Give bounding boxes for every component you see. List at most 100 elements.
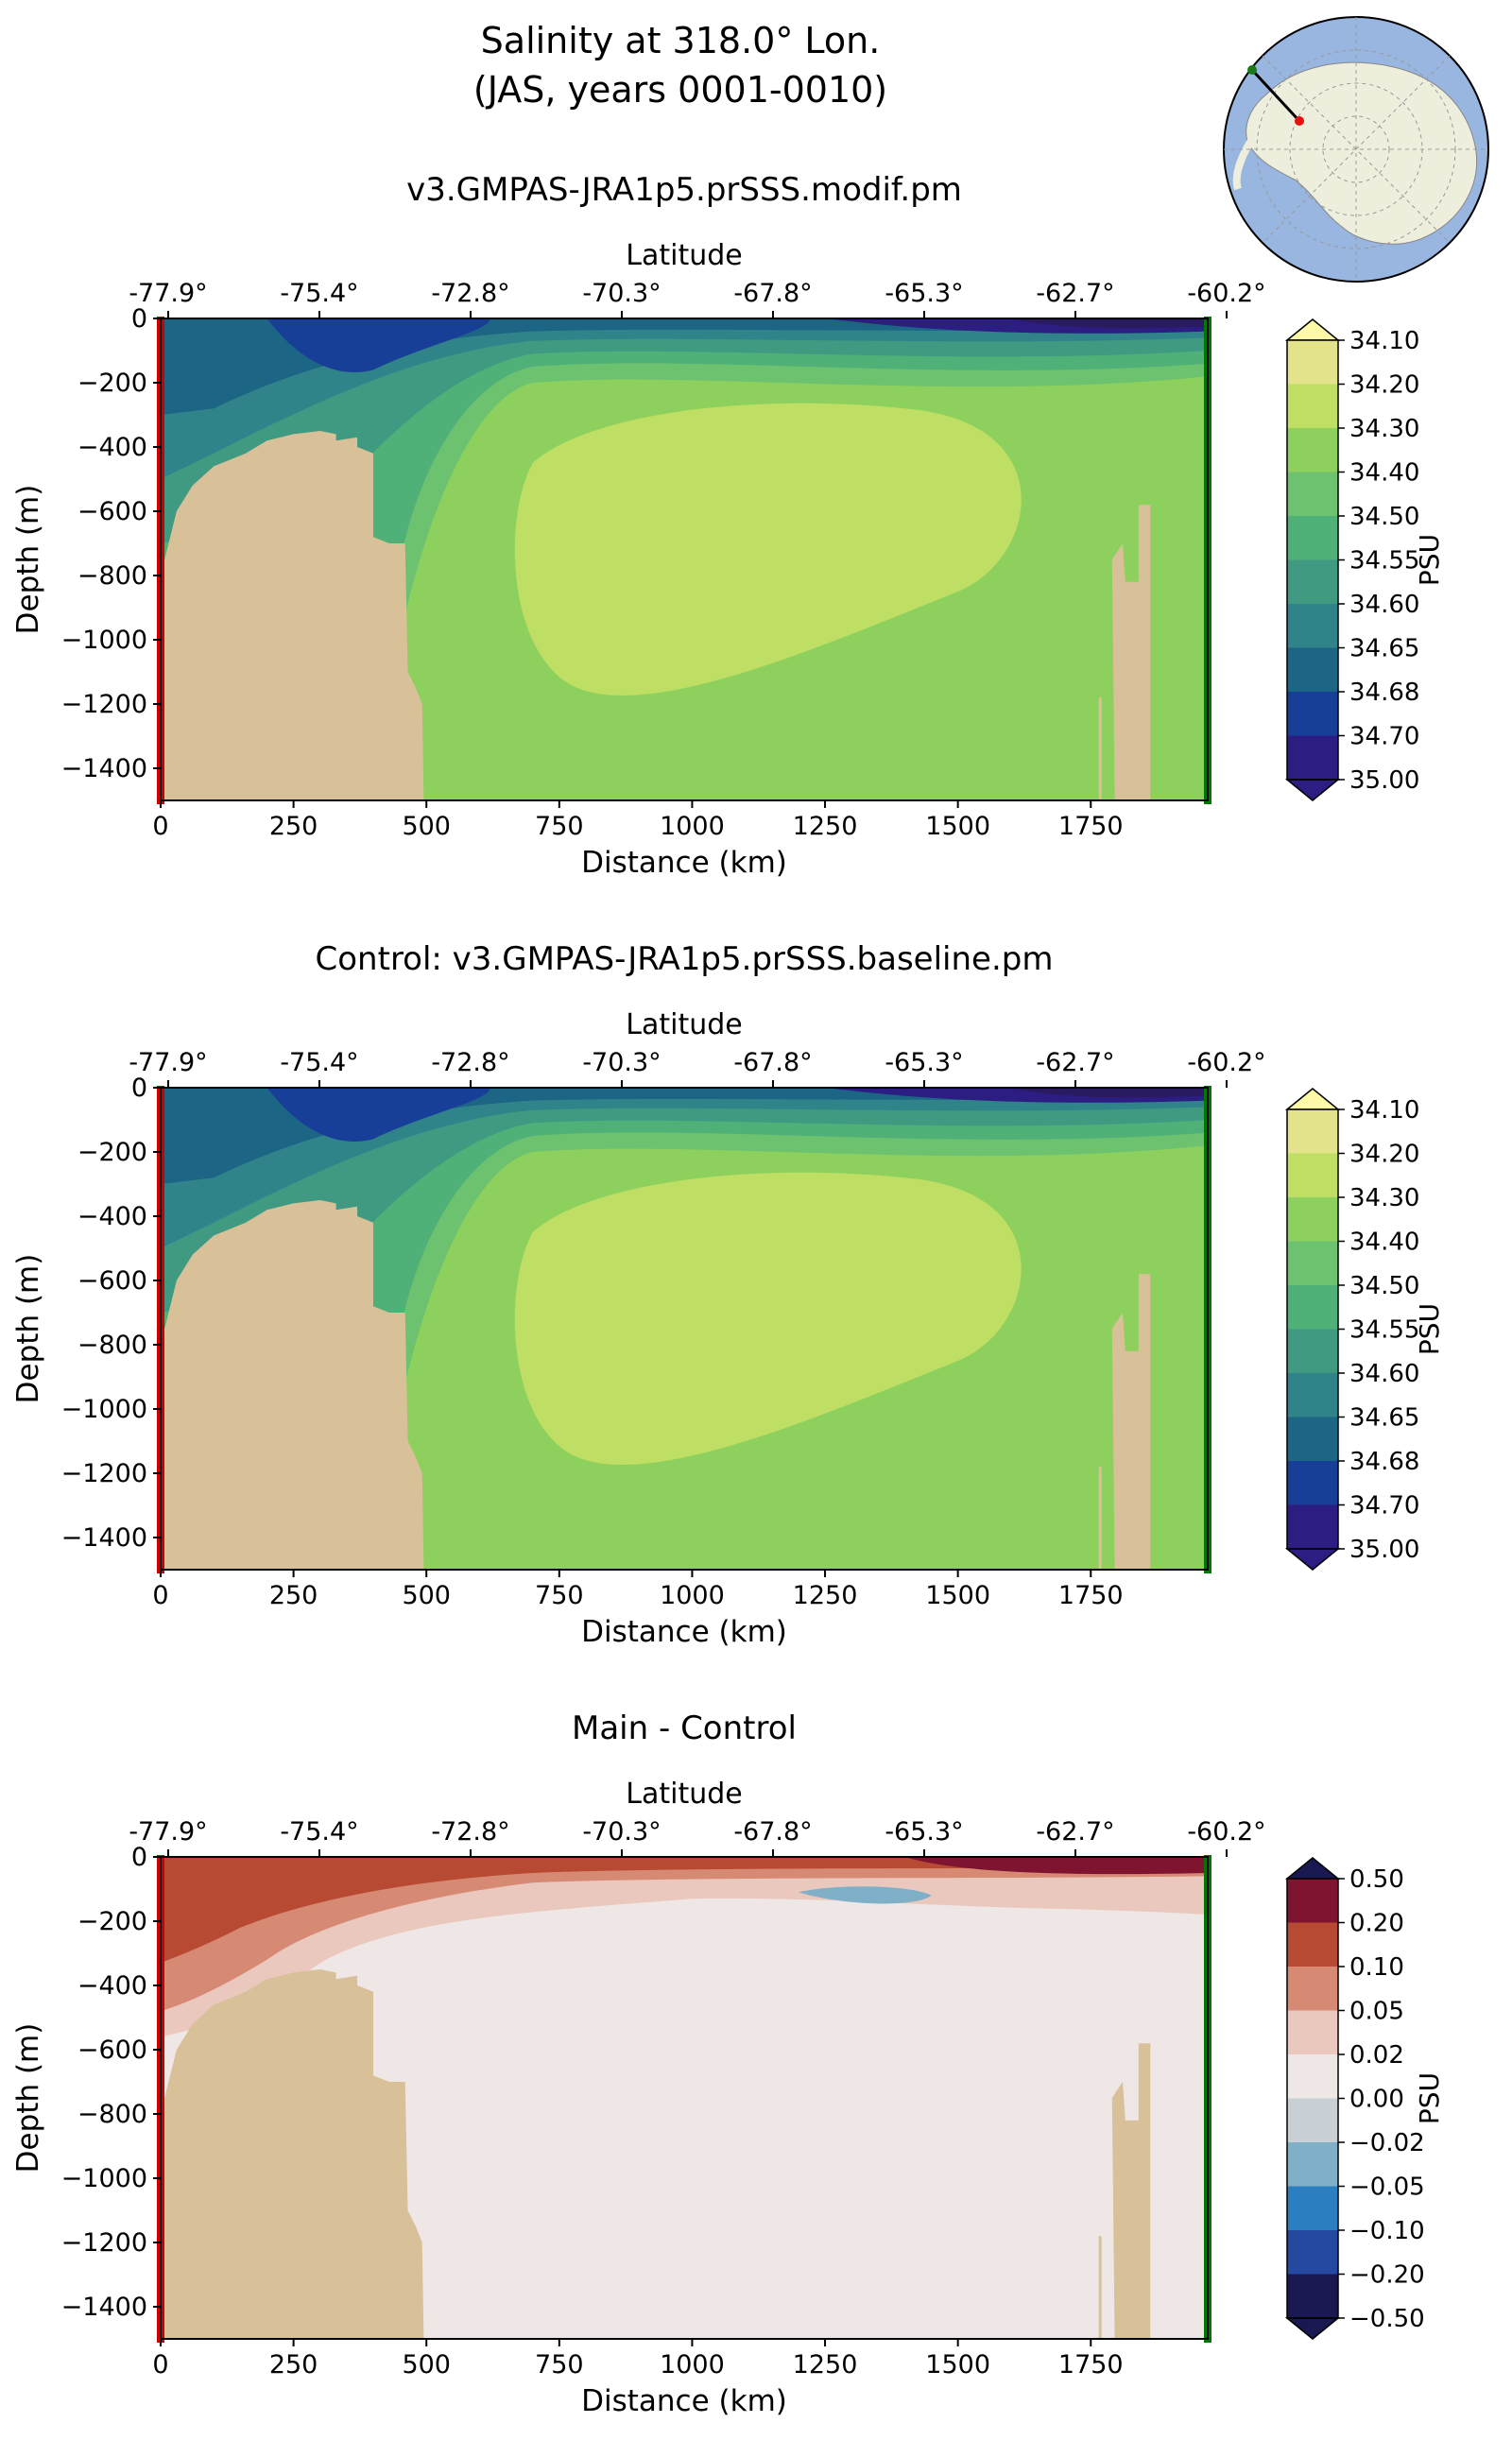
x-tick-label: 1250 — [793, 812, 858, 841]
y-tick-label: −200 — [77, 369, 147, 398]
colorbar-extend-top — [1284, 1088, 1341, 1110]
x-tick-label: 250 — [269, 1581, 318, 1610]
colorbar-band — [1287, 1197, 1338, 1242]
colorbar-band — [1287, 604, 1338, 648]
y-tick-label: −200 — [77, 1907, 147, 1936]
antarctica-map-icon — [1223, 16, 1489, 283]
colorbar-tick-label: 34.60 — [1349, 1360, 1419, 1388]
x-tick-label: 1000 — [660, 1581, 725, 1610]
colorbar-band — [1287, 2142, 1338, 2187]
panel-title: Main - Control — [572, 1710, 797, 1747]
top-tick-label: -67.8° — [733, 1048, 812, 1077]
y-axis-label: Depth (m) — [11, 2023, 45, 2174]
y-tick-label: −400 — [77, 433, 147, 462]
field-contours — [161, 1857, 1208, 2339]
x-tick-label: 500 — [402, 2350, 451, 2380]
colorbar-tick-label: −0.50 — [1349, 2305, 1425, 2333]
colorbar-tick-label: 34.68 — [1349, 679, 1419, 707]
y-tick-label: −600 — [77, 2036, 147, 2065]
bathymetry — [1098, 697, 1102, 800]
colorbar-tick-label: 34.10 — [1349, 327, 1419, 355]
colorbar-tick-label: 34.70 — [1349, 723, 1419, 751]
plot-frame — [160, 318, 1209, 801]
y-tick-label: 0 — [131, 304, 147, 334]
x-axis-label: Distance (km) — [581, 846, 787, 880]
colorbar-band — [1287, 1109, 1338, 1154]
fill-band — [161, 1088, 1208, 1248]
y-axis-label: Depth (m) — [11, 1254, 45, 1404]
y-tick-label: −800 — [77, 561, 147, 591]
x-tick-label: 750 — [535, 2350, 584, 2380]
chart-panel-3: Main - Control Latitude 0 250 500 750 1000 1250… — [11, 1710, 1445, 2418]
colorbar-band — [1287, 692, 1338, 736]
bathymetry — [1111, 505, 1151, 800]
colorbar-tick-label: 34.30 — [1349, 415, 1419, 443]
top-tick-label: -67.8° — [733, 279, 812, 308]
colorbar-tick-label: −0.02 — [1349, 2129, 1425, 2157]
colorbar-band — [1287, 340, 1338, 385]
top-tick-label: -70.3° — [582, 1048, 661, 1077]
colorbar-band — [1287, 1285, 1338, 1330]
colorbar-tick-label: 34.65 — [1349, 1404, 1419, 1433]
x-tick-label: 1750 — [1058, 2350, 1124, 2380]
colorbar-extend-top — [1284, 1857, 1341, 1880]
panel-title: v3.GMPAS-JRA1p5.prSSS.modif.pm — [406, 171, 962, 209]
y-tick-label: −600 — [77, 1266, 147, 1296]
y-tick-label: −1000 — [61, 2164, 147, 2193]
x-tick-label: 1250 — [793, 2350, 858, 2380]
fill-band — [161, 318, 1208, 543]
fill-band — [798, 1886, 932, 1904]
colorbar-tick-label: 0.20 — [1349, 1910, 1404, 1938]
top-tick-label: -72.8° — [431, 1048, 509, 1077]
fill-band — [161, 1857, 1208, 2037]
x-tick-label: 750 — [535, 812, 584, 841]
x-tick-label: 250 — [269, 2350, 318, 2380]
top-tick-label: -65.3° — [885, 279, 963, 308]
colorbar-tick-label: −0.10 — [1349, 2217, 1425, 2245]
bathymetry — [161, 1200, 424, 1570]
top-tick-label: -77.9° — [129, 1048, 207, 1077]
top-tick-label: -77.9° — [129, 279, 207, 308]
fill-band — [266, 318, 490, 372]
y-tick-label: −1200 — [61, 1459, 147, 1488]
y-tick-label: −1400 — [61, 754, 147, 783]
colorbar-tick-label: 34.20 — [1349, 371, 1419, 400]
y-tick-label: −200 — [77, 1138, 147, 1167]
y-tick-label: −1200 — [61, 690, 147, 719]
fill-band — [161, 1857, 1208, 1964]
colorbar-band — [1287, 1329, 1338, 1374]
fill-band — [161, 318, 1208, 479]
panel-title: Control: v3.GMPAS-JRA1p5.prSSS.baseline.… — [316, 940, 1054, 978]
top-axis-label: Latitude — [626, 1008, 742, 1041]
figure-title-line1: Salinity at 318.0° Lon. — [481, 20, 881, 61]
fill-band — [904, 1857, 1208, 1875]
colorbar-band — [1287, 1461, 1338, 1505]
colorbar-tick-label: −0.20 — [1349, 2261, 1425, 2290]
top-tick-label: -75.4° — [280, 1048, 358, 1077]
x-tick-label: 1000 — [660, 2350, 725, 2380]
colorbar-band — [1287, 2274, 1338, 2319]
top-tick-label: -62.7° — [1036, 1817, 1114, 1847]
y-tick-label: −1400 — [61, 1523, 147, 1553]
colorbar-band — [1287, 2098, 1338, 2143]
plot-frame — [160, 1856, 1209, 2340]
colorbar-band — [1287, 1241, 1338, 1286]
colorbar-tick-label: 0.50 — [1349, 1865, 1404, 1894]
colorbar-band — [1287, 559, 1338, 605]
x-tick-label: 1500 — [925, 1581, 990, 1610]
colorbar-label: PSU — [1414, 534, 1445, 586]
colorbar-band — [1287, 2186, 1338, 2231]
top-tick-label: -75.4° — [280, 1817, 358, 1847]
colorbar-tick-label: 34.65 — [1349, 635, 1419, 663]
colorbar-band — [1287, 428, 1338, 472]
y-tick-label: −800 — [77, 1331, 147, 1360]
y-tick-label: −400 — [77, 1202, 147, 1231]
top-tick-label: -72.8° — [431, 1817, 509, 1847]
x-tick-label: 250 — [269, 812, 318, 841]
y-tick-label: −1400 — [61, 2293, 147, 2322]
colorbar-tick-label: 35.00 — [1349, 766, 1419, 795]
colorbar-tick-label: 34.40 — [1349, 1228, 1419, 1257]
top-axis-label: Latitude — [626, 239, 742, 272]
colorbar-tick-label: 34.50 — [1349, 503, 1419, 531]
